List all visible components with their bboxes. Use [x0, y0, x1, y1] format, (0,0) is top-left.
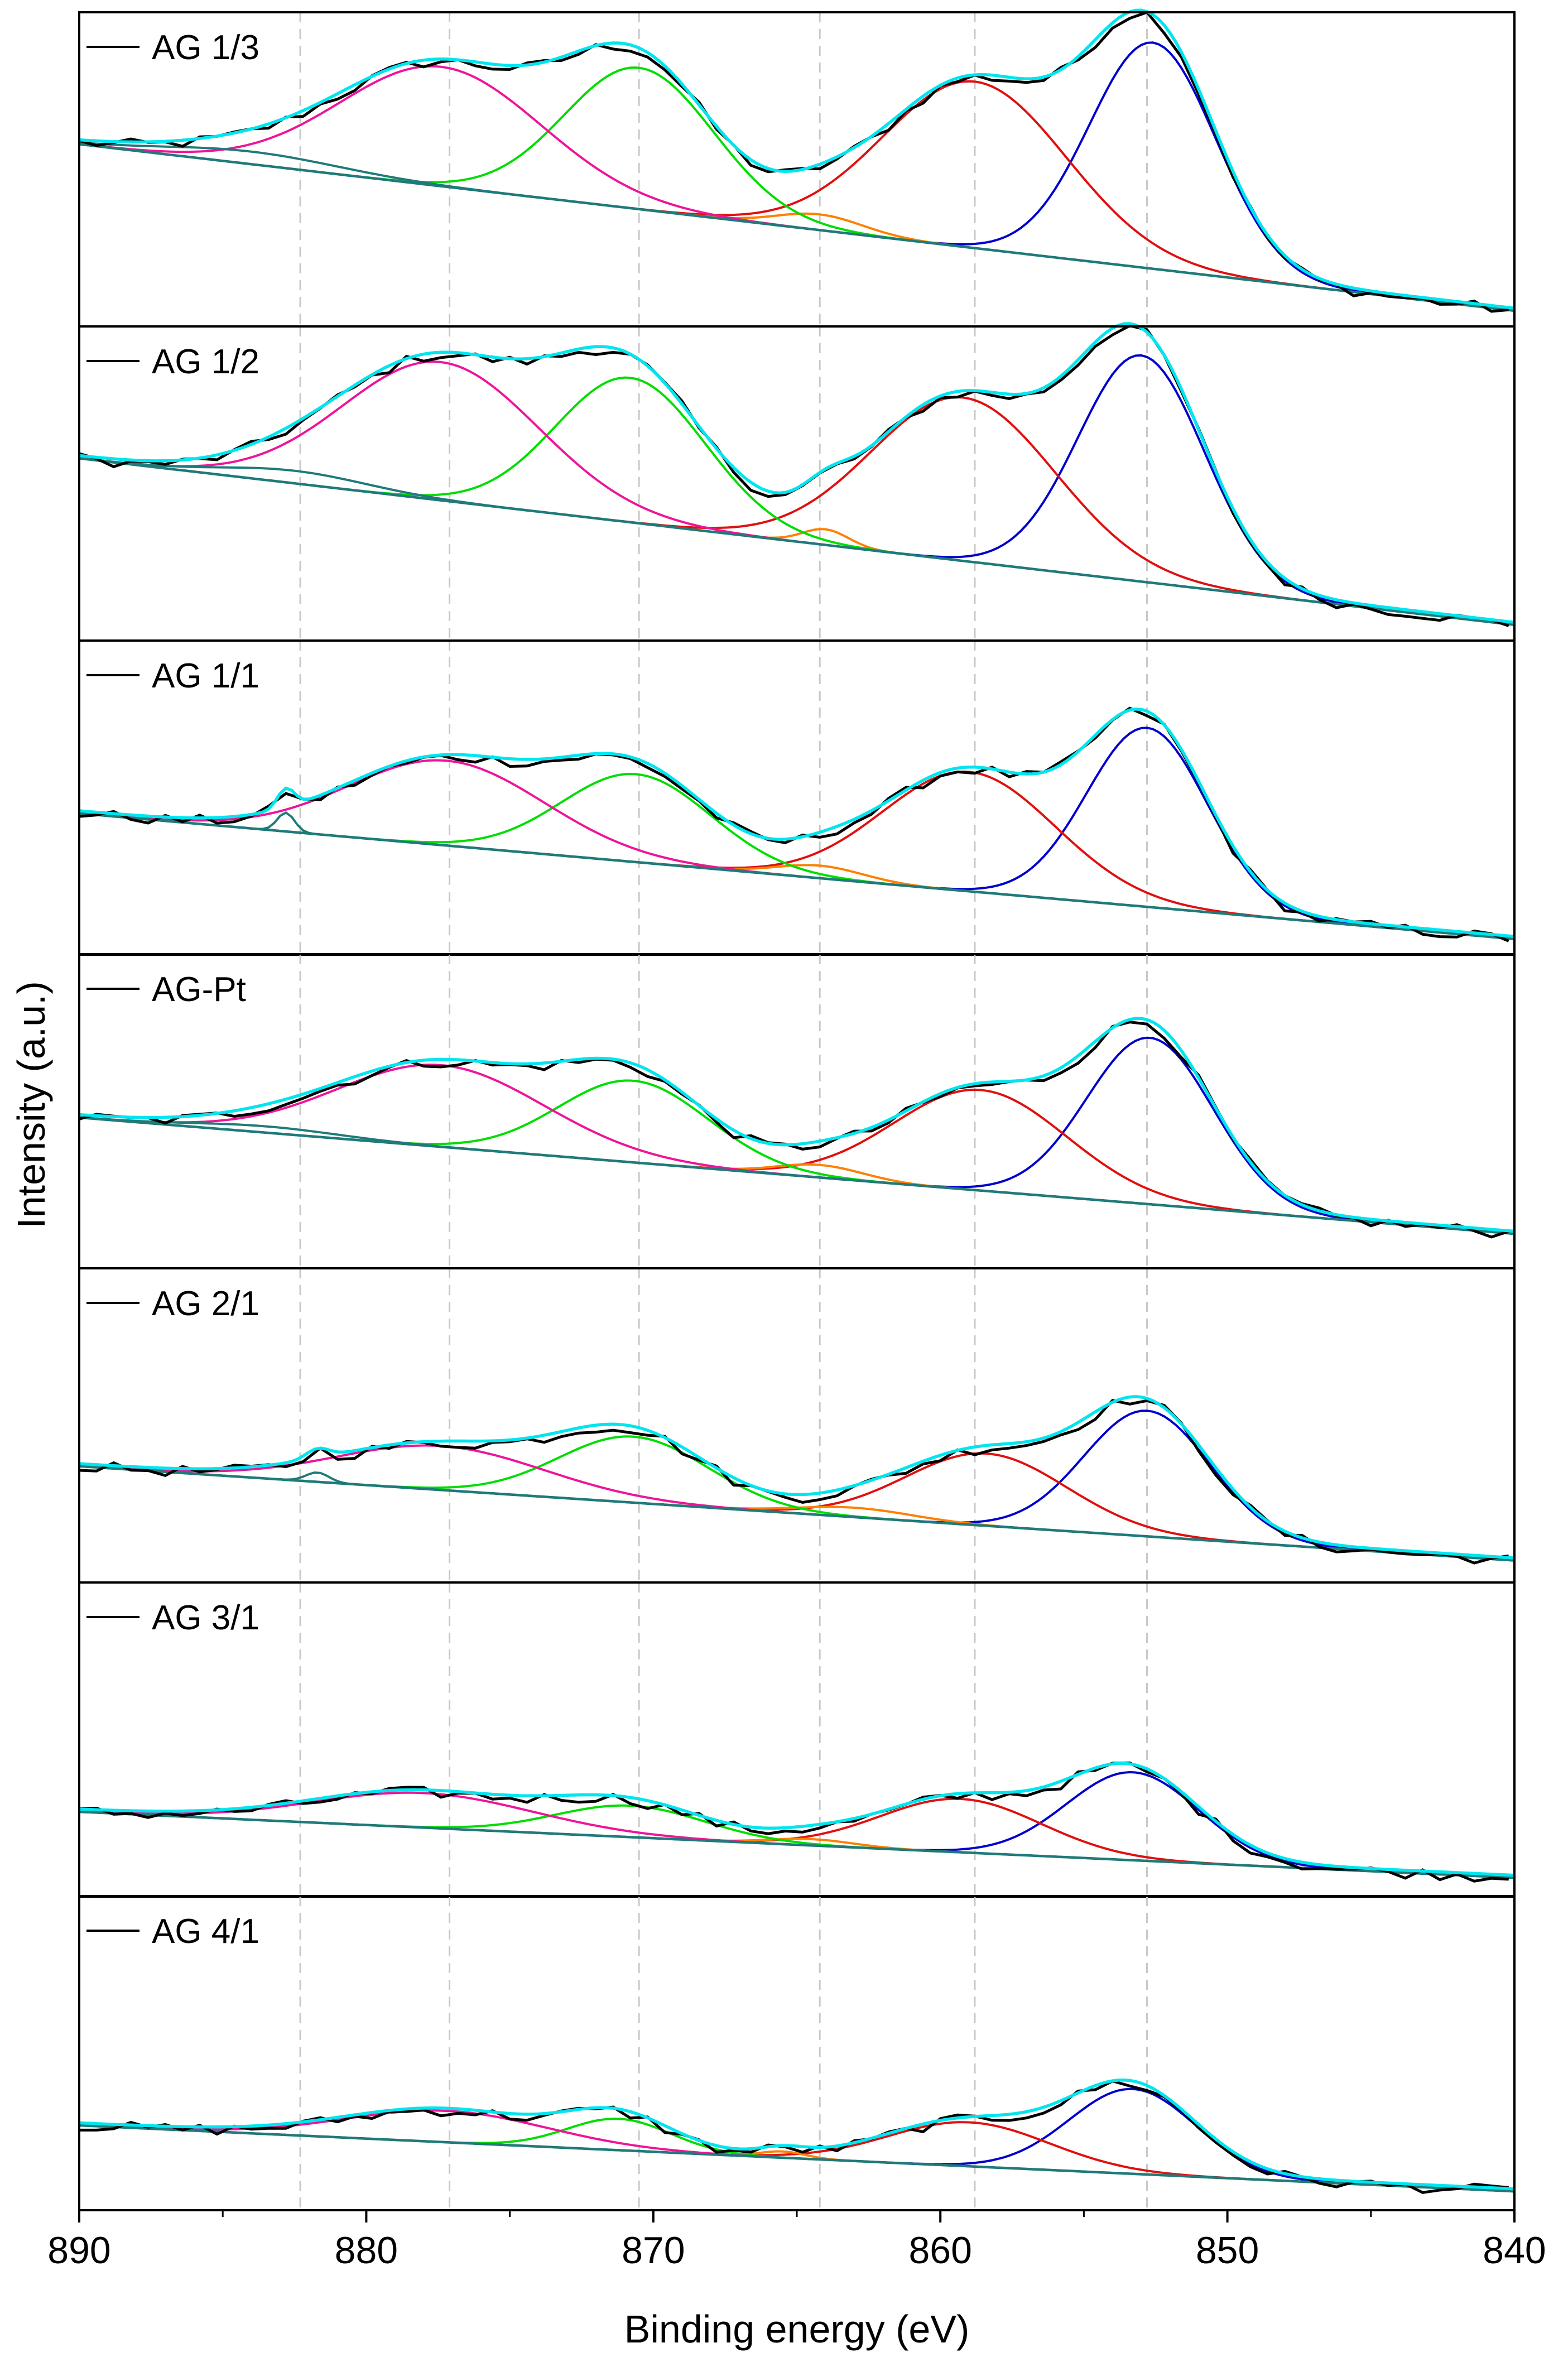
legend-label: AG 2/1 — [152, 1285, 259, 1323]
x-tick-label: 860 — [908, 2229, 971, 2272]
background-line — [79, 1465, 1515, 1562]
envelope-fit-line — [79, 2078, 1515, 2191]
fit-component-peak — [79, 66, 1515, 312]
background-line — [79, 1810, 1515, 1879]
measured-data-line — [79, 2079, 1509, 2194]
fit-component-peak — [79, 65, 1515, 312]
spectrum-panel: AG 2/1 — [78, 1267, 1516, 1584]
x-tick-label: 840 — [1483, 2229, 1546, 2272]
envelope-fit-line — [79, 322, 1515, 624]
measured-data-line — [79, 324, 1509, 627]
spectrum-panel: AG 1/1 — [78, 639, 1516, 956]
spectrum-panel: AG 1/3 — [78, 8, 1516, 328]
measured-data-line — [79, 706, 1509, 942]
envelope-fit-line — [79, 1395, 1515, 1560]
background-line — [79, 1116, 1515, 1235]
x-axis-label: Binding energy (eV) — [624, 2307, 970, 2351]
background-line — [79, 812, 1515, 941]
legend-label: AG 1/3 — [152, 28, 259, 67]
fit-component-peak — [79, 41, 1515, 312]
envelope-fit-line — [79, 1762, 1515, 1877]
fit-component-peak — [79, 1435, 1515, 1562]
x-tick-label: 880 — [335, 2229, 398, 2272]
legend-label: AG 3/1 — [152, 1599, 259, 1637]
legend-label: AG-Pt — [152, 970, 246, 1009]
x-tick-label: 870 — [622, 2229, 685, 2272]
fit-component-peak — [79, 1088, 1515, 1235]
envelope-fit-line — [79, 1017, 1515, 1233]
panel-frame — [78, 1581, 1516, 1898]
fit-component-peak — [79, 772, 1515, 940]
background-line — [79, 2124, 1515, 2193]
legend-label: AG 1/1 — [152, 657, 259, 695]
spectrum-panel: AG 1/2 — [78, 322, 1516, 642]
spectrum-panel: AG 4/1 — [78, 1895, 1516, 2211]
spectrum-panel: AG-Pt — [78, 953, 1516, 1269]
spectrum-panel: AG 3/1 — [78, 1581, 1516, 1898]
x-axis: 890 880 870 860 850 840 — [47, 2210, 1546, 2272]
x-tick-label: 850 — [1196, 2229, 1259, 2272]
panel-frame — [78, 1895, 1516, 2211]
background-line — [79, 143, 1515, 312]
background-line — [79, 457, 1515, 627]
envelope-fit-line — [79, 8, 1515, 310]
spectra-panels: AG 1/3 AG 1/2 AG 1/1 AG-Pt AG 2/1 AG 3/1 AG 4/… — [78, 8, 1516, 2211]
measured-data-line — [79, 1761, 1509, 1883]
y-axis-label: Intensity (a.u.) — [9, 981, 53, 1229]
envelope-fit-line — [79, 707, 1515, 939]
x-tick-label: 890 — [47, 2229, 110, 2272]
legend-label: AG 4/1 — [152, 1912, 259, 1951]
fit-component-peak — [79, 1064, 1515, 1235]
fit-component-peak — [79, 1079, 1515, 1235]
legend-label: AG 1/2 — [152, 343, 259, 381]
panel-frame — [78, 953, 1516, 1269]
